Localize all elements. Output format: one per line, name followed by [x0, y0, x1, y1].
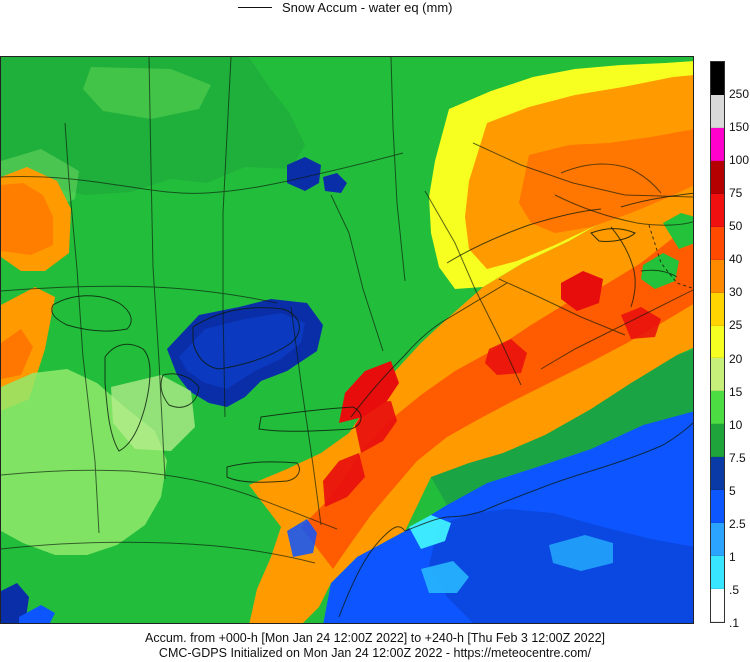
color-swatch: [711, 523, 724, 557]
weather-map[interactable]: [0, 56, 694, 624]
color-swatch: [711, 589, 724, 622]
scale-label: 25: [729, 318, 743, 333]
scale-label: 250: [729, 87, 750, 102]
map-canvas: [1, 57, 693, 623]
color-swatch: [711, 193, 724, 227]
color-swatch: [711, 358, 724, 392]
scale-label: 5: [729, 483, 736, 498]
scale-label: 75: [729, 186, 743, 201]
color-swatch: [711, 457, 724, 491]
color-scale-labels: 250 150 100 75 50 40 30 25 20 15 10 7.5 5 2.5 1 .5 .1: [729, 61, 750, 629]
scale-label: 1: [729, 549, 736, 564]
footer-line-2: CMC-GDPS Initialized on Mon Jan 24 12:00…: [158, 646, 592, 660]
color-swatch: [711, 490, 724, 524]
footer-line-1: Accum. from +000-h [Mon Jan 24 12:00Z 20…: [144, 631, 605, 645]
color-swatch: [711, 292, 724, 326]
color-swatch: [711, 127, 724, 161]
color-swatch: [711, 226, 724, 260]
color-swatch: [711, 160, 724, 194]
scale-label: 100: [729, 153, 750, 168]
scale-label: 30: [729, 285, 743, 300]
color-swatch: [711, 391, 724, 425]
scale-label: 40: [729, 252, 743, 267]
color-swatch: [711, 62, 724, 95]
legend-title: Snow Accum - water eq (mm): [282, 0, 453, 15]
scale-label: 2.5: [729, 516, 746, 531]
color-swatch: [711, 556, 724, 589]
scale-label: 7.5: [729, 450, 746, 465]
legend-line-sample: [238, 6, 272, 8]
scale-label: 15: [729, 384, 743, 399]
color-swatch: [711, 94, 724, 128]
color-swatch: [711, 325, 724, 359]
scale-label: 20: [729, 351, 743, 366]
scale-label: 50: [729, 219, 743, 234]
scale-label: 10: [729, 417, 743, 432]
color-scale: [710, 61, 725, 623]
color-swatch: [711, 259, 724, 293]
scale-label: 150: [729, 120, 750, 135]
color-swatch: [711, 424, 724, 458]
scale-label: .5: [729, 582, 740, 597]
scale-label: .1: [729, 616, 740, 630]
top-legend: Snow Accum - water eq (mm): [238, 0, 453, 15]
